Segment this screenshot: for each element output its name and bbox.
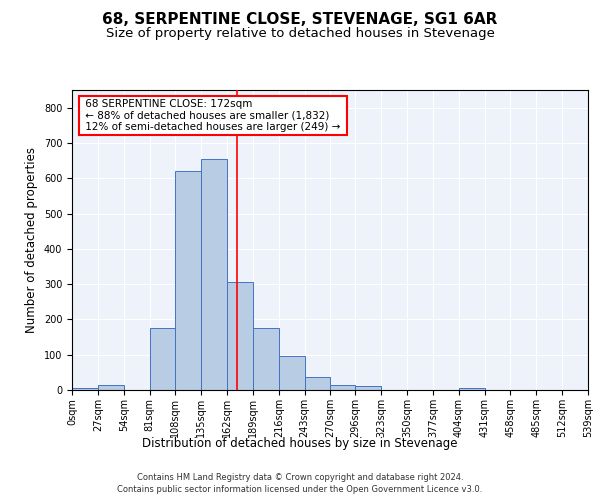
Bar <box>355 386 381 390</box>
Text: 68 SERPENTINE CLOSE: 172sqm
 ← 88% of detached houses are smaller (1,832)
 12% o: 68 SERPENTINE CLOSE: 172sqm ← 88% of det… <box>82 99 344 132</box>
Bar <box>149 328 175 390</box>
Text: Distribution of detached houses by size in Stevenage: Distribution of detached houses by size … <box>142 438 458 450</box>
Bar <box>227 282 253 390</box>
Y-axis label: Number of detached properties: Number of detached properties <box>25 147 38 333</box>
Bar <box>305 376 331 390</box>
Bar <box>98 386 124 390</box>
Bar <box>175 171 201 390</box>
Text: 68, SERPENTINE CLOSE, STEVENAGE, SG1 6AR: 68, SERPENTINE CLOSE, STEVENAGE, SG1 6AR <box>103 12 497 28</box>
Bar <box>331 386 355 390</box>
Bar <box>279 356 305 390</box>
Text: Contains HM Land Registry data © Crown copyright and database right 2024.: Contains HM Land Registry data © Crown c… <box>137 472 463 482</box>
Bar <box>253 328 279 390</box>
Text: Size of property relative to detached houses in Stevenage: Size of property relative to detached ho… <box>106 28 494 40</box>
Bar <box>72 388 98 390</box>
Bar <box>459 388 485 390</box>
Bar <box>201 159 227 390</box>
Text: Contains public sector information licensed under the Open Government Licence v3: Contains public sector information licen… <box>118 485 482 494</box>
